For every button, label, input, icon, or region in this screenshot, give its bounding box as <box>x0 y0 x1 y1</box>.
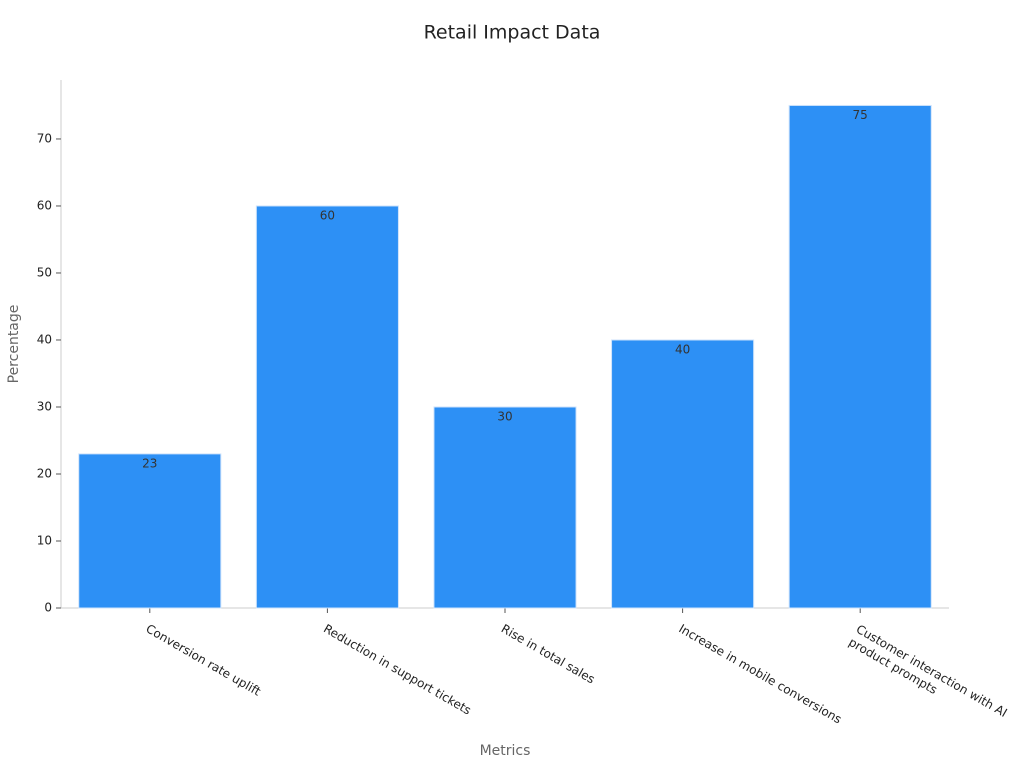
x-tick-label: Rise in total sales <box>499 622 598 687</box>
y-tick-label: 0 <box>44 601 52 615</box>
data-label: 60 <box>320 208 335 222</box>
x-tick-label: Reduction in support tickets <box>321 622 473 718</box>
bar <box>78 453 222 609</box>
y-tick-label: 20 <box>37 466 52 480</box>
y-tick-label: 70 <box>37 131 52 145</box>
y-tick-label: 50 <box>37 265 52 279</box>
x-axis-label: Metrics <box>480 743 531 759</box>
y-tick-label: 60 <box>37 198 52 212</box>
y-tick-label: 30 <box>37 399 52 413</box>
y-tick-label: 10 <box>37 533 52 547</box>
bar <box>433 406 577 609</box>
x-tick-label: Customer interaction with AIproduct prom… <box>846 622 1009 733</box>
bar <box>255 205 399 609</box>
y-tick-label: 40 <box>37 332 52 346</box>
x-tick-label: Conversion rate uplift <box>144 622 264 699</box>
chart-title: Retail Impact Data <box>424 22 601 44</box>
bar <box>788 104 932 609</box>
data-label: 30 <box>497 409 512 423</box>
data-label: 40 <box>675 342 690 356</box>
y-axis-label: Percentage <box>6 305 22 384</box>
data-label: 75 <box>853 108 868 122</box>
bar <box>611 339 755 609</box>
x-tick-label: Increase in mobile conversions <box>676 622 844 727</box>
data-label: 23 <box>142 456 157 470</box>
